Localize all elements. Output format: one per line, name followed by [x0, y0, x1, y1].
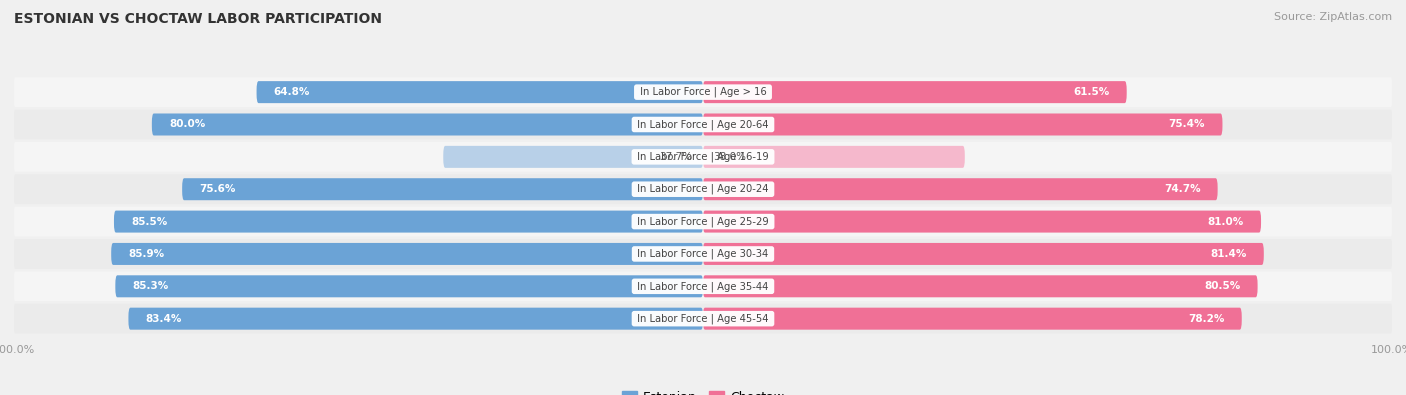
FancyBboxPatch shape: [703, 275, 1257, 297]
FancyBboxPatch shape: [14, 271, 1392, 301]
Legend: Estonian, Choctaw: Estonian, Choctaw: [616, 386, 790, 395]
Text: 38.0%: 38.0%: [713, 152, 747, 162]
FancyBboxPatch shape: [14, 77, 1392, 107]
Text: 81.0%: 81.0%: [1208, 216, 1244, 227]
Text: ESTONIAN VS CHOCTAW LABOR PARTICIPATION: ESTONIAN VS CHOCTAW LABOR PARTICIPATION: [14, 12, 382, 26]
Text: 85.9%: 85.9%: [128, 249, 165, 259]
FancyBboxPatch shape: [114, 211, 703, 233]
Text: 81.4%: 81.4%: [1211, 249, 1247, 259]
Text: 74.7%: 74.7%: [1164, 184, 1201, 194]
FancyBboxPatch shape: [703, 211, 1261, 233]
Text: Source: ZipAtlas.com: Source: ZipAtlas.com: [1274, 12, 1392, 22]
FancyBboxPatch shape: [703, 146, 965, 168]
FancyBboxPatch shape: [443, 146, 703, 168]
Text: In Labor Force | Age 30-34: In Labor Force | Age 30-34: [634, 249, 772, 259]
Text: 75.6%: 75.6%: [200, 184, 236, 194]
FancyBboxPatch shape: [14, 174, 1392, 204]
Text: 80.0%: 80.0%: [169, 120, 205, 130]
FancyBboxPatch shape: [256, 81, 703, 103]
FancyBboxPatch shape: [115, 275, 703, 297]
FancyBboxPatch shape: [14, 239, 1392, 269]
Text: 64.8%: 64.8%: [274, 87, 311, 97]
Text: 61.5%: 61.5%: [1073, 87, 1109, 97]
Text: 85.3%: 85.3%: [132, 281, 169, 291]
Text: In Labor Force | Age 25-29: In Labor Force | Age 25-29: [634, 216, 772, 227]
Text: 83.4%: 83.4%: [146, 314, 181, 324]
FancyBboxPatch shape: [703, 243, 1264, 265]
FancyBboxPatch shape: [14, 142, 1392, 172]
Text: 37.7%: 37.7%: [659, 152, 693, 162]
FancyBboxPatch shape: [703, 178, 1218, 200]
FancyBboxPatch shape: [14, 109, 1392, 139]
Text: In Labor Force | Age 35-44: In Labor Force | Age 35-44: [634, 281, 772, 292]
Text: 85.5%: 85.5%: [131, 216, 167, 227]
Text: 75.4%: 75.4%: [1168, 120, 1205, 130]
FancyBboxPatch shape: [703, 113, 1222, 135]
Text: In Labor Force | Age 20-24: In Labor Force | Age 20-24: [634, 184, 772, 194]
FancyBboxPatch shape: [14, 304, 1392, 333]
Text: In Labor Force | Age > 16: In Labor Force | Age > 16: [637, 87, 769, 98]
Text: In Labor Force | Age 20-64: In Labor Force | Age 20-64: [634, 119, 772, 130]
Text: 80.5%: 80.5%: [1204, 281, 1240, 291]
Text: 78.2%: 78.2%: [1188, 314, 1225, 324]
FancyBboxPatch shape: [183, 178, 703, 200]
FancyBboxPatch shape: [111, 243, 703, 265]
Text: In Labor Force | Age 45-54: In Labor Force | Age 45-54: [634, 313, 772, 324]
FancyBboxPatch shape: [14, 207, 1392, 237]
FancyBboxPatch shape: [128, 308, 703, 330]
FancyBboxPatch shape: [703, 308, 1241, 330]
FancyBboxPatch shape: [703, 81, 1126, 103]
FancyBboxPatch shape: [152, 113, 703, 135]
Text: In Labor Force | Age 16-19: In Labor Force | Age 16-19: [634, 152, 772, 162]
